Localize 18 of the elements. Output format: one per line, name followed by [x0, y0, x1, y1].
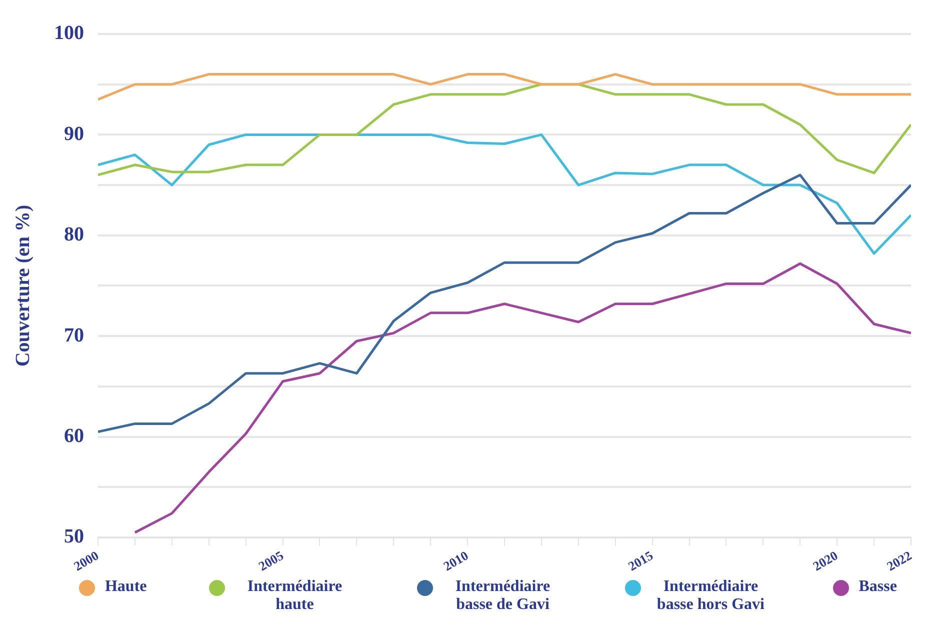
y-tick-label: 50 [64, 526, 84, 548]
legend-label: Haute [104, 578, 147, 596]
x-tick-label: 2022 [884, 548, 914, 574]
legend-label: Intermédiaire haute [246, 578, 344, 614]
x-tick-label: 2000 [71, 548, 102, 574]
legend-label: Intermédiaire basse de Gavi [454, 578, 552, 614]
y-tick-label: 60 [64, 424, 84, 447]
x-tick-label: 2020 [810, 548, 840, 574]
y-tick-label: 90 [64, 122, 84, 145]
y-axis-title: Couverture (en %) [12, 204, 34, 367]
x-tick-label: 2010 [440, 548, 471, 574]
y-tick-label: 80 [64, 224, 84, 246]
y-tick-label: 70 [64, 324, 84, 346]
legend-label: Basse [858, 578, 897, 596]
x-tick-label: 2005 [256, 548, 286, 574]
legend-label: Intermédiaire basse hors Gavi [656, 578, 766, 614]
y-tick-label: 100 [54, 22, 84, 44]
x-tick-label: 2015 [625, 548, 656, 574]
